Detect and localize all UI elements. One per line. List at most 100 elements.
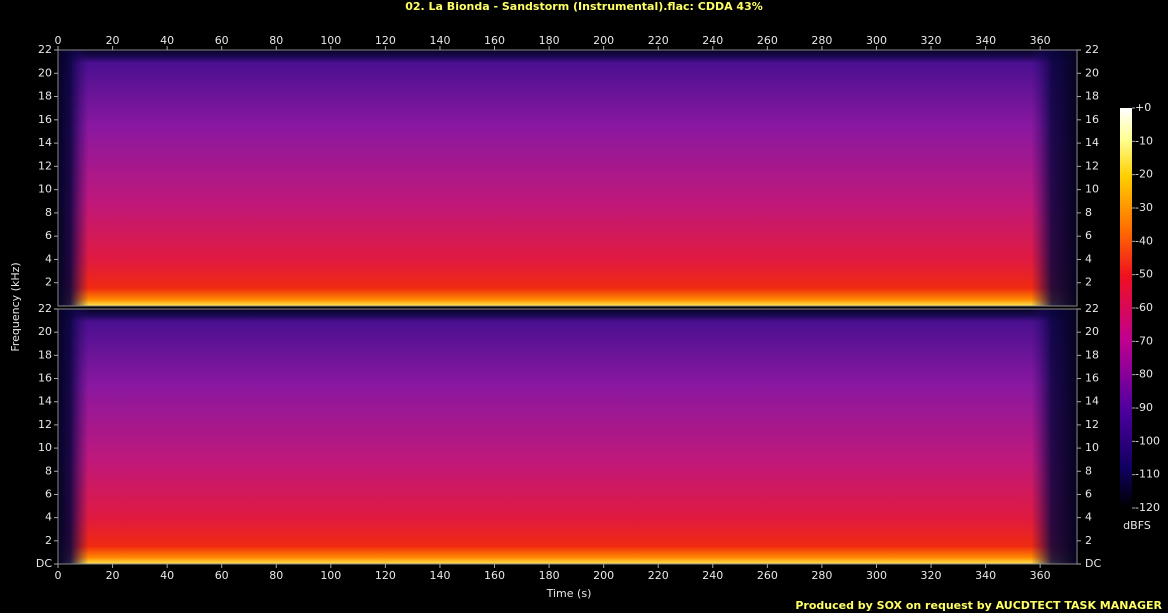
y-tick-label: 6 [1085,229,1092,242]
y-tick-label: 6 [45,229,52,242]
x-axis-label: Time (s) [546,587,592,600]
plot-frame [57,49,1078,307]
spectrogram-fade [58,50,1077,306]
x-tick-label: 0 [55,569,62,582]
y-tick-label: 18 [38,348,52,361]
y-tick-label: 16 [38,372,52,385]
x-tick-label: 240 [702,34,723,47]
colorbar-tick-label: +0 [1135,101,1151,114]
x-tick-label: 100 [320,34,341,47]
y-tick-label: 6 [45,487,52,500]
footer: Produced by SOX on request by AUCDTECT T… [795,599,1162,612]
x-tick-label: 220 [648,34,669,47]
y-tick-label: 20 [38,66,52,79]
y-tick-label: 2 [45,534,52,547]
y-tick-label: 8 [1085,206,1092,219]
x-tick-label: 360 [1030,569,1051,582]
x-tick-label: 40 [160,569,174,582]
y-tick-label: 8 [1085,464,1092,477]
x-tick-label: 180 [539,569,560,582]
x-tick-label: 20 [106,569,120,582]
y-tick-label: 12 [38,159,52,172]
x-tick-label: 60 [215,569,229,582]
plot-frame [57,308,1078,565]
y-tick-label: 8 [45,206,52,219]
y-tick-label: 4 [1085,511,1092,524]
x-tick-label: 300 [866,569,887,582]
x-tick-label: 280 [811,569,832,582]
x-tick-label: 120 [375,569,396,582]
y-tick-label: 14 [38,395,52,408]
x-tick-label: 200 [593,34,614,47]
x-tick-label: 300 [866,34,887,47]
y-tick-label: DC [36,557,52,570]
x-tick-label: 80 [269,34,283,47]
y-tick-label: 20 [1085,325,1099,338]
chart-title: 02. La Bionda - Sandstorm (Instrumental)… [405,0,763,13]
x-tick-label: 40 [160,34,174,47]
y-tick-label: 4 [45,252,52,265]
y-tick-label: 18 [38,90,52,103]
colorbar [1120,108,1132,508]
y-tick-label: 10 [38,441,52,454]
colorbar-tick-label: -80 [1135,368,1153,381]
y-tick-label: 20 [1085,66,1099,79]
colorbar-tick-label: -110 [1135,468,1160,481]
y-tick-label: 2 [1085,534,1092,547]
colorbar-tick-label: -50 [1135,268,1153,281]
colorbar-tick-label: -20 [1135,168,1153,181]
y-tick-label: 2 [45,276,52,289]
spectrogram-fade [58,309,1077,564]
colorbar-tick-label: -90 [1135,401,1153,414]
colorbar-label: dBFS [1123,519,1151,532]
y-tick-label: 14 [38,136,52,149]
y-tick-label: 16 [1085,372,1099,385]
y-tick-label: 10 [1085,441,1099,454]
x-tick-label: 340 [975,34,996,47]
y-tick-label: 12 [38,418,52,431]
colorbar-tick-label: -40 [1135,234,1153,247]
y-tick-label: 10 [1085,183,1099,196]
y-tick-label: 20 [38,325,52,338]
y-tick-label: 8 [45,464,52,477]
x-tick-label: 280 [811,34,832,47]
y-tick-label: 18 [1085,90,1099,103]
x-tick-label: 260 [757,34,778,47]
y-tick-label: 10 [38,183,52,196]
x-tick-label: 360 [1030,34,1051,47]
y-tick-label: 14 [1085,395,1099,408]
x-tick-label: 80 [269,569,283,582]
colorbar-tick-label: -30 [1135,201,1153,214]
y-tick-label: 18 [1085,348,1099,361]
x-tick-label: 140 [429,34,450,47]
x-tick-label: 340 [975,569,996,582]
y-tick-label: 4 [1085,252,1092,265]
x-tick-label: 240 [702,569,723,582]
colorbar-tick-label: -120 [1135,501,1160,514]
x-tick-label: 0 [55,34,62,47]
x-tick-label: 220 [648,569,669,582]
y-tick-label: 16 [1085,113,1099,126]
y-tick-label: 22 [38,302,52,315]
x-tick-label: 140 [429,569,450,582]
y-tick-label: DC [1085,557,1101,570]
x-tick-label: 20 [106,34,120,47]
colorbar-tick-label: -70 [1135,334,1153,347]
colorbar-tick-label: -60 [1135,301,1153,314]
x-tick-label: 100 [320,569,341,582]
y-tick-label: 22 [1085,43,1099,56]
x-tick-label: 320 [921,569,942,582]
y-tick-label: 14 [1085,136,1099,149]
x-tick-label: 160 [484,569,505,582]
y-tick-label: 12 [1085,159,1099,172]
x-tick-label: 160 [484,34,505,47]
y-tick-label: 16 [38,113,52,126]
y-tick-label: 6 [1085,487,1092,500]
x-tick-label: 60 [215,34,229,47]
x-tick-label: 200 [593,569,614,582]
colorbar-tick-label: -100 [1135,434,1160,447]
y-tick-label: 2 [1085,276,1092,289]
x-tick-label: 320 [921,34,942,47]
